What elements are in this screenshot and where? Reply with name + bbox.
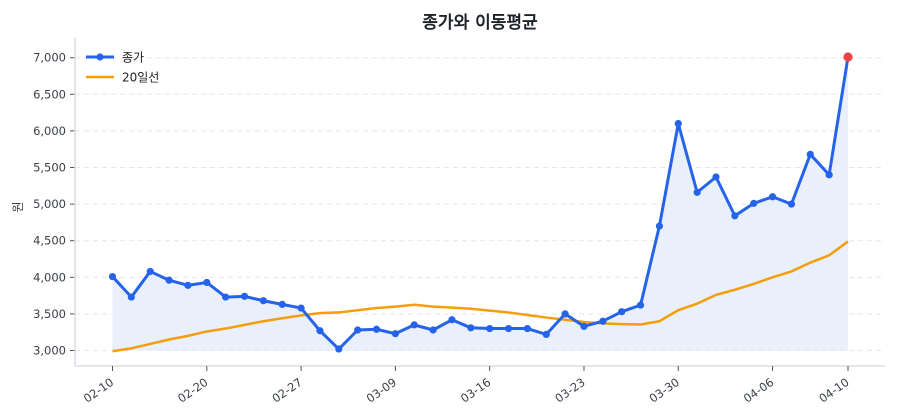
y-tick-label: 3,000 xyxy=(33,344,66,358)
close-marker xyxy=(731,212,739,220)
close-marker xyxy=(787,200,796,208)
close-marker xyxy=(127,293,135,301)
y-tick-label: 4,000 xyxy=(33,270,66,284)
x-tick-label: 02-27 xyxy=(269,375,304,406)
y-tick-label: 7,000 xyxy=(33,51,66,65)
close-marker xyxy=(712,173,720,181)
close-marker xyxy=(448,316,456,324)
x-tick-label: 03-30 xyxy=(647,375,682,406)
close-marker xyxy=(693,188,701,196)
close-marker xyxy=(636,301,645,309)
close-marker xyxy=(410,321,418,329)
close-marker xyxy=(504,324,513,333)
x-tick-label: 04-10 xyxy=(816,375,851,406)
close-area xyxy=(112,56,848,351)
x-tick-label: 04-06 xyxy=(741,375,776,406)
close-marker xyxy=(750,199,758,207)
close-area-fill xyxy=(112,56,848,351)
close-marker xyxy=(768,193,777,201)
x-tick-label: 02-20 xyxy=(175,375,210,406)
close-marker xyxy=(259,297,267,305)
y-tick-label: 4,500 xyxy=(33,234,66,248)
x-tick-label: 02-10 xyxy=(81,375,116,406)
close-marker xyxy=(316,327,324,335)
close-marker xyxy=(542,330,550,338)
close-marker xyxy=(561,310,569,318)
close-marker xyxy=(467,324,475,332)
legend: 종가 20일선 xyxy=(86,51,159,85)
ma20-line xyxy=(112,240,849,353)
close-marker xyxy=(372,325,381,333)
close-marker xyxy=(203,278,211,287)
close-marker xyxy=(599,317,607,325)
close-marker xyxy=(108,272,117,281)
close-marker xyxy=(618,308,626,316)
x-tick-label: 03-09 xyxy=(364,375,399,406)
close-line xyxy=(108,52,853,353)
legend-close-marker-icon xyxy=(96,53,104,61)
y-tick-label: 3,500 xyxy=(33,307,66,321)
legend-close-label: 종가 xyxy=(122,51,144,65)
close-marker xyxy=(429,326,437,334)
close-polyline xyxy=(111,56,850,351)
close-marker xyxy=(674,119,682,128)
x-tick-label: 03-16 xyxy=(458,375,493,406)
legend-item-close: 종가 xyxy=(86,51,144,65)
close-marker xyxy=(825,171,833,179)
close-marker xyxy=(222,293,230,301)
y-tick-label: 6,500 xyxy=(33,87,66,101)
close-marker xyxy=(297,304,305,312)
close-marker xyxy=(278,300,286,308)
last-close-marker xyxy=(843,52,853,62)
y-tick-label: 5,000 xyxy=(33,197,66,211)
close-marker xyxy=(146,267,154,276)
close-marker xyxy=(655,222,664,230)
close-marker xyxy=(165,276,173,284)
close-marker xyxy=(354,326,362,334)
y-tick-label: 5,500 xyxy=(33,161,66,175)
close-marker xyxy=(580,322,588,330)
ma20-polyline xyxy=(112,240,849,353)
y-axis-label: 원 xyxy=(11,201,25,212)
close-marker xyxy=(806,150,814,158)
x-tick-label: 03-23 xyxy=(552,375,587,406)
chart-title: 종가와 이동평균 xyxy=(422,13,538,33)
legend-item-ma20: 20일선 xyxy=(86,71,159,85)
close-marker xyxy=(335,345,343,353)
y-tick-label: 6,000 xyxy=(33,124,66,138)
close-marker xyxy=(523,324,531,333)
close-marker xyxy=(184,281,192,289)
close-marker xyxy=(391,330,399,338)
close-marker xyxy=(486,324,494,333)
legend-ma20-label: 20일선 xyxy=(122,71,159,85)
close-marker xyxy=(240,292,249,300)
